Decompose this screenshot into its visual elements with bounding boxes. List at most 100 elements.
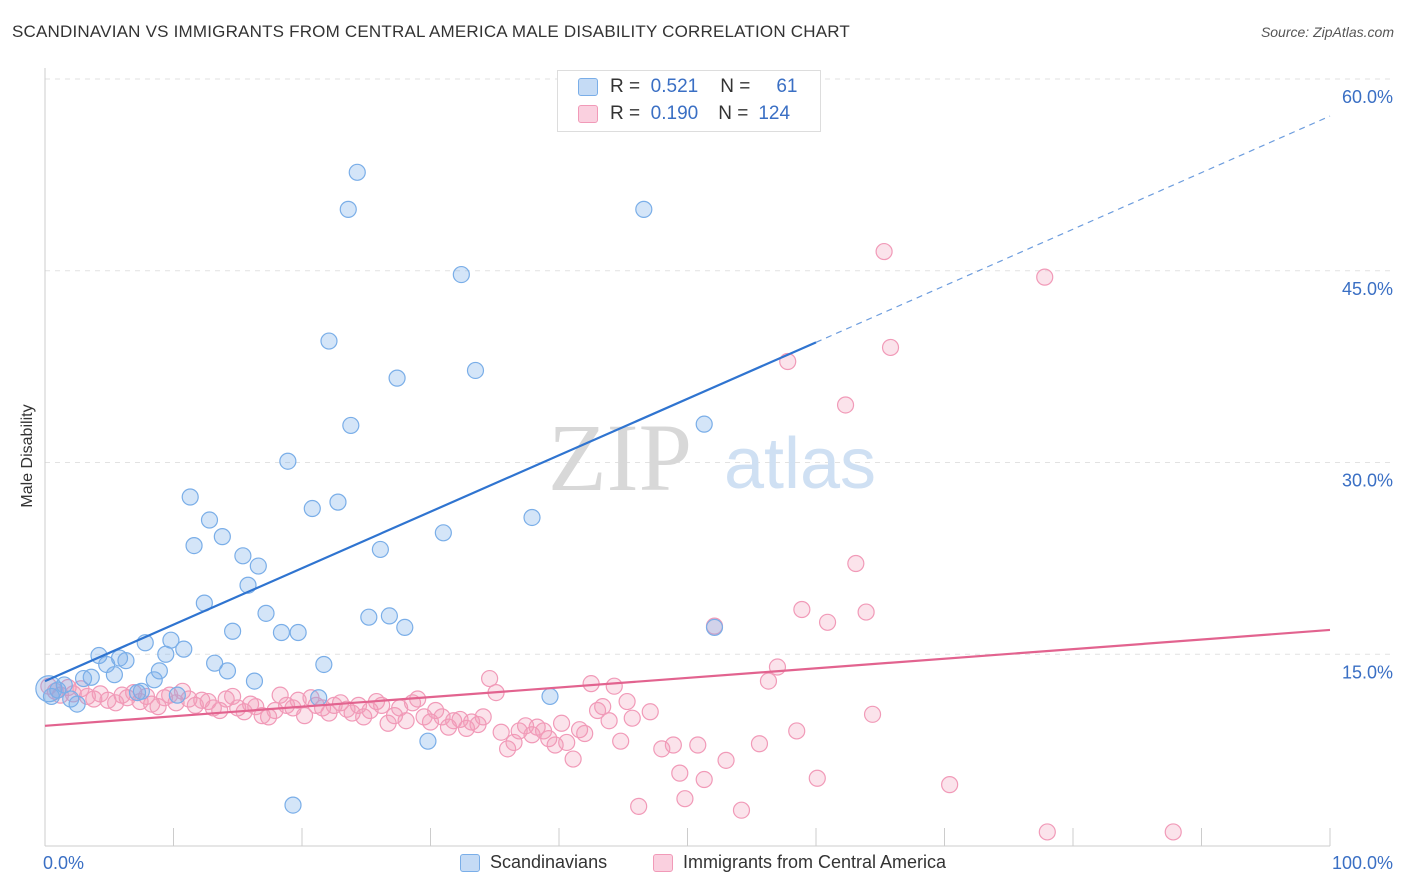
legend-row-immigrants: R = 0.190 N = 124 [578, 101, 790, 127]
data-point-scandinavians [303, 499, 321, 518]
watermark-zip: ZIP [548, 404, 692, 511]
data-point-immigrants [623, 709, 641, 727]
y-tick-label: 45.0% [1342, 279, 1393, 299]
data-point-scandinavians [348, 163, 366, 181]
legend-label-scandinavians: Scandinavians [490, 852, 608, 872]
data-point-scandinavians [289, 623, 307, 642]
data-point-immigrants [1038, 823, 1056, 841]
legend-item-immigrants[interactable]: Immigrants from Central America [653, 852, 946, 873]
data-point-scandinavians [181, 488, 199, 506]
data-point-scandinavians [315, 655, 333, 674]
data-point-immigrants [618, 692, 636, 711]
data-point-immigrants [875, 242, 893, 261]
legend-swatch-blue [578, 78, 598, 96]
data-point-scandinavians [310, 689, 328, 707]
data-point-scandinavians [466, 361, 485, 380]
data-point-scandinavians [360, 608, 378, 626]
data-point-scandinavians [245, 672, 264, 690]
data-point-immigrants [564, 750, 582, 768]
data-point-immigrants [1164, 823, 1182, 841]
data-point-scandinavians [55, 676, 73, 694]
data-point-scandinavians [329, 493, 347, 511]
data-point-immigrants [427, 701, 445, 720]
data-point-immigrants [793, 600, 811, 619]
data-point-immigrants [540, 730, 558, 748]
legend-r-value: 0.521 [650, 76, 699, 97]
data-point-immigrants [664, 736, 682, 754]
grid-lines [45, 78, 1392, 655]
data-point-immigrants [759, 672, 778, 690]
data-point-scandinavians [635, 200, 653, 218]
data-point-immigrants [594, 698, 612, 716]
data-point-scandinavians [206, 654, 224, 672]
correlation-legend: R = 0.521 N = 61 R = 0.190 N = 124 [557, 70, 821, 132]
data-point-immigrants [492, 723, 510, 741]
data-point-scandinavians [68, 695, 86, 713]
data-point-immigrants [689, 736, 707, 754]
x-tick-label: 0.0% [43, 853, 84, 873]
watermark: ZIP atlas [548, 404, 876, 511]
legend-n-label: N = [718, 103, 749, 124]
data-point-scandinavians [168, 686, 186, 704]
data-point-scandinavians [185, 536, 203, 555]
data-point-scandinavians [200, 511, 219, 529]
data-point-scandinavians [257, 604, 275, 622]
data-point-immigrants [881, 338, 900, 357]
data-point-immigrants [717, 751, 735, 769]
data-point-scandinavians [234, 547, 252, 565]
legend-n-value: 61 [776, 76, 798, 97]
data-point-scandinavians [117, 652, 135, 670]
data-point-scandinavians [371, 540, 389, 559]
data-point-immigrants [1036, 268, 1054, 286]
legend-r-value: 0.190 [650, 103, 699, 124]
data-point-immigrants [600, 712, 618, 730]
y-tick-label: 30.0% [1342, 471, 1393, 491]
data-point-immigrants [271, 686, 289, 704]
data-point-immigrants [671, 764, 689, 782]
data-point-immigrants [857, 603, 875, 621]
data-point-scandinavians [132, 682, 150, 700]
legend-label-immigrants: Immigrants from Central America [683, 852, 947, 872]
trend-line-immigrants [44, 628, 1331, 727]
legend-row-scandinavians: R = 0.521 N = 61 [578, 74, 797, 100]
data-point-immigrants [445, 712, 463, 730]
y-tick-label: 15.0% [1342, 662, 1393, 682]
data-point-scandinavians [396, 618, 414, 637]
data-point-immigrants [295, 707, 314, 725]
legend-n-value: 124 [758, 103, 791, 124]
data-point-immigrants [836, 396, 855, 414]
data-point-immigrants [630, 797, 648, 815]
data-point-immigrants [808, 769, 826, 787]
data-point-immigrants [474, 708, 492, 726]
data-point-immigrants [149, 698, 167, 716]
data-point-scandinavians [705, 618, 724, 637]
data-point-scandinavians [279, 452, 297, 470]
data-point-immigrants [641, 703, 659, 721]
data-point-scandinavians [388, 369, 406, 387]
data-point-immigrants [750, 735, 769, 753]
data-point-immigrants [863, 705, 882, 723]
data-point-scandinavians [42, 687, 61, 706]
data-point-immigrants [605, 677, 623, 695]
data-point-immigrants [253, 707, 271, 725]
data-point-immigrants [499, 740, 517, 758]
data-point-scandinavians [150, 662, 168, 680]
data-point-immigrants [552, 714, 571, 732]
data-point-scandinavians [145, 671, 163, 689]
trend-line-scandinavians-extension [815, 115, 1331, 343]
tick-labels: 15.0% 30.0% 45.0% 60.0% 0.0% 100.0% [43, 87, 1393, 873]
legend-item-scandinavians[interactable]: Scandinavians [460, 852, 607, 873]
data-point-scandinavians [541, 687, 559, 706]
immigrants-points [40, 242, 1182, 841]
axes [44, 68, 1331, 847]
data-point-immigrants [818, 613, 837, 631]
data-point-scandinavians [342, 416, 360, 435]
legend-n-label: N = [720, 76, 751, 97]
source-label: Source: ZipAtlas.com [1260, 24, 1394, 40]
data-point-immigrants [576, 724, 594, 743]
legend-swatch-blue [460, 853, 480, 872]
data-point-immigrants [788, 722, 806, 740]
data-point-scandinavians [224, 622, 242, 640]
series-legend: Scandinavians Immigrants from Central Am… [0, 852, 1406, 878]
